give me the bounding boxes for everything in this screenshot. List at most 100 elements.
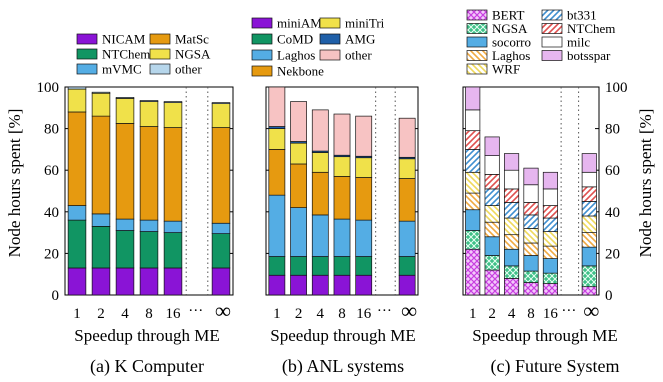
x-tick-label: 8: [527, 306, 535, 322]
bar-segment-laghos-4: [504, 234, 520, 250]
bar-segment-minitri-8: [333, 156, 351, 177]
bar-segment-miniamr-8: [333, 274, 351, 296]
y-tick-label: 0: [605, 288, 613, 304]
legend-swatch: [76, 33, 98, 45]
legend-item-botsspar: botsspar: [541, 48, 611, 63]
legend-label: other: [175, 62, 202, 77]
legend-label: Laghos: [492, 48, 530, 63]
bar-segment-botsspar-inf: [581, 153, 597, 173]
legend-swatch: [76, 48, 98, 60]
bar-segment-nekbone-inf: [398, 178, 416, 222]
legend-label: BERT: [492, 8, 525, 23]
bar-segment-other-4: [115, 97, 135, 99]
legend-item-amg: AMG: [319, 32, 375, 47]
bar-segment-socorro-inf: [581, 246, 597, 267]
plot-area-k-computer: 1 2 4 8 16 ∞ ···: [64, 86, 234, 323]
x-tick-label: 2: [295, 306, 303, 322]
legend-label: MatSc: [175, 32, 209, 47]
bar-segment-comd-inf: [398, 256, 416, 276]
bar-segment-laghos-8: [523, 242, 539, 256]
bar-segment-ntchem-inf: [581, 186, 597, 202]
bar-segment-laghos-2: [484, 221, 500, 238]
bar-segment-mvmc-2: [91, 213, 111, 227]
y-axis-label-right: Node hours spent [%]: [636, 109, 655, 258]
y-tick-label: 80: [605, 122, 620, 138]
y-tick-label: 40: [44, 205, 59, 221]
bar-segment-laghos-16: [355, 219, 373, 257]
bar-segment-minitri-4: [311, 152, 329, 173]
bar-segment-milc-16: [542, 188, 558, 206]
legend-swatch: [149, 63, 171, 75]
bar-segment-laghos-16: [542, 245, 558, 259]
bar-segment-wrf-inf: [581, 215, 597, 233]
x-axis-label-anl-systems: Speedup through ME: [270, 326, 415, 345]
legend-item-comd: CoMD: [251, 32, 313, 47]
legend-item-wrf: WRF: [466, 62, 520, 77]
bar-segment-ngsa-4: [115, 98, 135, 124]
bar-segment-other-1: [268, 86, 286, 127]
bar-segment-nicam-2: [91, 267, 111, 296]
legend-label: WRF: [492, 62, 520, 77]
bar-segment-ngsa-1: [465, 230, 481, 250]
y-tick-label: 80: [44, 122, 59, 138]
legend-label: bt331: [567, 8, 597, 23]
bar-segment-milc-1: [465, 109, 481, 132]
y-tick-label: 100: [37, 80, 60, 96]
x-tick-label: 1: [469, 306, 477, 322]
bar-segment-ntchem-1: [465, 130, 481, 150]
legend-item-bt331: bt331: [541, 8, 597, 23]
bar-segment-matsc-2: [91, 115, 111, 215]
bar-segment-nekbone-4: [311, 171, 329, 216]
bar-segment-ngsa-2: [484, 255, 500, 271]
bar-segment-milc-inf: [581, 171, 597, 188]
bar-segment-milc-2: [484, 155, 500, 175]
bar-segment-matsc-1: [67, 111, 87, 206]
x-tick-label: 1: [73, 306, 81, 322]
legend-item-miniamr: miniAMR: [251, 16, 331, 31]
bar-segment-matsc-8: [139, 126, 159, 221]
legend-label: milc: [567, 35, 590, 50]
x-axis-label-k-computer: Speedup through ME: [74, 326, 219, 345]
legend-label: botsspar: [567, 48, 611, 63]
bar-segment-botsspar-2: [484, 136, 500, 156]
x-tick-label: ∞: [215, 298, 231, 323]
x-axis-ellipsis: ···: [377, 303, 392, 319]
bar-segment-socorro-2: [484, 236, 500, 256]
bar-segment-mvmc-4: [115, 218, 135, 231]
y-tick-label: 60: [44, 163, 59, 179]
bar-segment-laghos-8: [333, 218, 351, 257]
legend-item-nekbone: Nekbone: [251, 64, 324, 79]
x-tick-label: 2: [488, 306, 496, 322]
bar-segment-miniamr-2: [290, 274, 307, 296]
plot-area-future-system: 1 2 4 8 16 ∞ ···: [462, 86, 600, 323]
bar-segment-laghos-inf: [581, 232, 597, 248]
x-tick-label: ∞: [401, 298, 417, 323]
legend-item-milc: milc: [541, 35, 590, 50]
legend-swatch: [149, 33, 171, 45]
y-tick-label: 20: [605, 246, 620, 262]
legend-item-minitri: miniTri: [319, 16, 385, 31]
bar-segment-bt331-2: [484, 188, 500, 206]
legend-swatch: [466, 23, 488, 34]
legend-swatch: [466, 9, 488, 21]
bar-segment-other-1: [67, 86, 87, 90]
bar-segment-ntchem-8: [523, 202, 539, 216]
legend-item-ngsa: NGSA: [149, 47, 211, 62]
bar-segment-minitri-2: [290, 142, 307, 165]
bar-segment-miniamr-16: [355, 274, 373, 296]
legend-swatch: [149, 48, 171, 60]
bar-segment-bert-16: [542, 283, 558, 296]
bar-segment-nicam-4: [115, 267, 135, 296]
legend-item-ntchem: NTChem: [541, 21, 615, 36]
bar-segment-mvmc-1: [67, 205, 87, 221]
panel-anl-systems: miniAMRCoMDLaghosNekboneminiTriAMGother …: [251, 16, 419, 377]
y-tick-label: 0: [52, 288, 60, 304]
bar-segment-ntchem-2: [91, 226, 111, 269]
legend-item-other: other: [149, 62, 202, 77]
y-tick-label: 40: [605, 205, 620, 221]
bar-segment-other-16: [355, 115, 373, 157]
bar-segment-nicam-8: [139, 267, 159, 296]
x-tick-label: 8: [145, 306, 153, 322]
